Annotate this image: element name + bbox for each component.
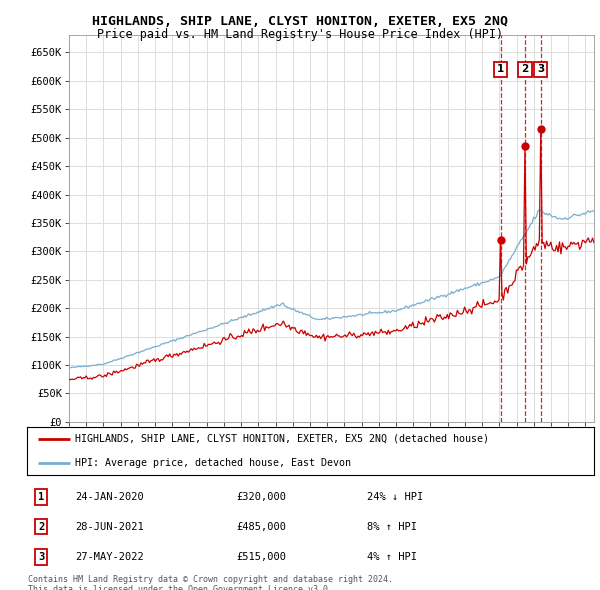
Text: 1: 1: [497, 64, 504, 74]
Text: 24% ↓ HPI: 24% ↓ HPI: [367, 492, 424, 502]
Text: £485,000: £485,000: [237, 522, 287, 532]
Text: £320,000: £320,000: [237, 492, 287, 502]
Text: 2: 2: [521, 64, 529, 74]
Text: 27-MAY-2022: 27-MAY-2022: [75, 552, 144, 562]
Text: HIGHLANDS, SHIP LANE, CLYST HONITON, EXETER, EX5 2NQ (detached house): HIGHLANDS, SHIP LANE, CLYST HONITON, EXE…: [75, 434, 489, 444]
Text: HIGHLANDS, SHIP LANE, CLYST HONITON, EXETER, EX5 2NQ: HIGHLANDS, SHIP LANE, CLYST HONITON, EXE…: [92, 15, 508, 28]
Text: £515,000: £515,000: [237, 552, 287, 562]
Text: Contains HM Land Registry data © Crown copyright and database right 2024.
This d: Contains HM Land Registry data © Crown c…: [28, 575, 393, 590]
Text: 4% ↑ HPI: 4% ↑ HPI: [367, 552, 417, 562]
Text: 2: 2: [38, 522, 44, 532]
Text: 28-JUN-2021: 28-JUN-2021: [75, 522, 144, 532]
Text: 3: 3: [537, 64, 544, 74]
Text: 24-JAN-2020: 24-JAN-2020: [75, 492, 144, 502]
Text: 3: 3: [38, 552, 44, 562]
Text: 8% ↑ HPI: 8% ↑ HPI: [367, 522, 417, 532]
Text: HPI: Average price, detached house, East Devon: HPI: Average price, detached house, East…: [75, 458, 351, 468]
Text: 1: 1: [38, 492, 44, 502]
Text: Price paid vs. HM Land Registry's House Price Index (HPI): Price paid vs. HM Land Registry's House …: [97, 28, 503, 41]
